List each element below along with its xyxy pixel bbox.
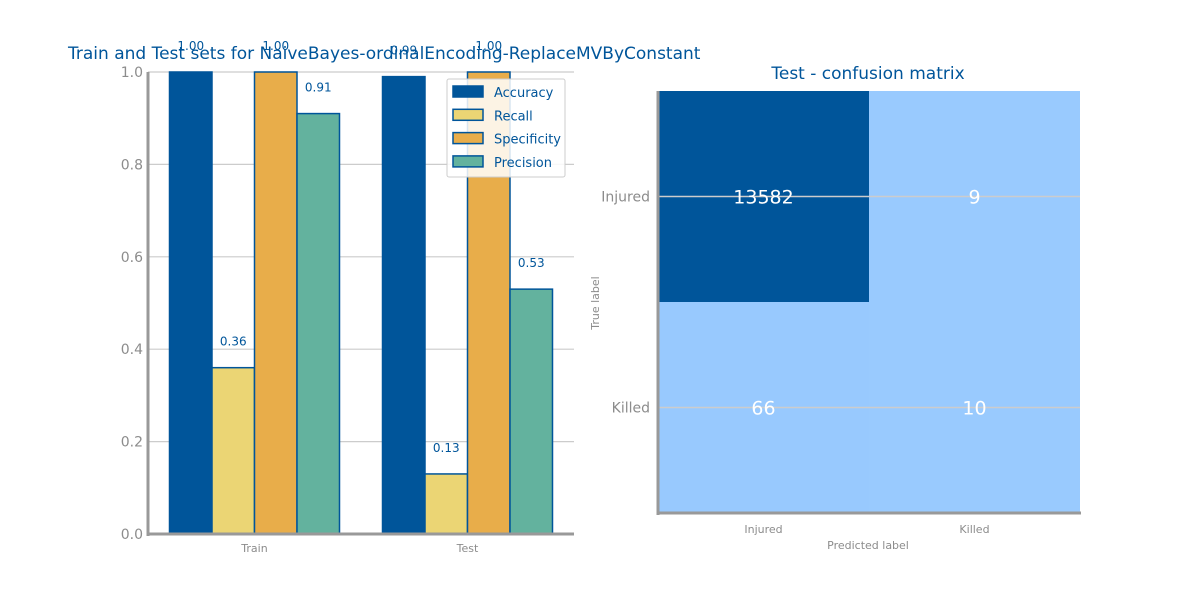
- cm-axes: [656, 91, 1081, 515]
- bar-y-tick-label: 0.6: [121, 250, 143, 266]
- bar-precision-train: [296, 112, 341, 535]
- bar-y-tick-label: 0.8: [121, 157, 143, 173]
- cm-values: 13582 9 66 10: [733, 187, 986, 420]
- bar-value-label: 1.00: [475, 39, 502, 53]
- legend-frame: [446, 78, 566, 178]
- cm-x-tick-label: Injured: [744, 523, 782, 536]
- bar-specificity-train: [253, 71, 298, 535]
- cm-cells: [658, 91, 1080, 513]
- cm-ticks: Injured Killed Injured Killed: [601, 190, 989, 537]
- cm-value: 10: [962, 398, 986, 420]
- cm-grid: [658, 195, 1080, 409]
- bar-chart: 0.00.20.40.60.81.0 Train Test 1.000.361.0…: [67, 39, 701, 555]
- confusion-matrix: 13582 9 66 10 Injured Killed Injured Killed Te…: [589, 64, 1081, 552]
- cm-y-axis-label: True label: [589, 276, 602, 330]
- bar-value-label: 1.00: [262, 39, 289, 53]
- bar-value-label: 1.00: [177, 39, 204, 53]
- legend-label-accuracy: Accuracy: [494, 86, 554, 101]
- bar-accuracy-train: [168, 71, 213, 535]
- legend-label-specificity: Specificity: [494, 133, 561, 148]
- legend-swatch-precision: [452, 155, 484, 168]
- bar-series: [168, 71, 554, 535]
- bar-precision-test: [509, 288, 554, 535]
- cm-value: 66: [751, 398, 775, 420]
- cm-value: 13582: [733, 187, 793, 209]
- bar-recall-test: [424, 473, 469, 535]
- cm-x-tick-label: Killed: [959, 523, 989, 536]
- bar-value-labels: 1.00 0.36 1.00 0.91 0.99 0.13 1.00 0.53: [177, 39, 544, 455]
- bar-y-ticks: 0.0 0.2 0.4 0.6 0.8 1.0: [121, 65, 143, 543]
- bar-x-tick-label: Train: [240, 542, 267, 555]
- bar-x-ticks: Train Test: [240, 542, 479, 555]
- bar-value-label: 0.99: [390, 44, 417, 58]
- cm-title: Test - confusion matrix: [770, 64, 964, 84]
- bar-chart-title: Train and Test sets for NaiveBayes-ordin…: [67, 44, 701, 64]
- cm-y-tick-label: Injured: [601, 190, 650, 206]
- legend-label-precision: Precision: [494, 156, 552, 171]
- bar-accuracy-test: [381, 75, 426, 535]
- cm-y-tick-label: Killed: [612, 401, 650, 417]
- legend-swatch-specificity: [452, 131, 484, 145]
- bar-value-label: 0.13: [433, 441, 460, 455]
- bar-axes: [146, 72, 574, 536]
- bar-value-label: 0.36: [220, 335, 247, 349]
- cm-x-axis-label: Predicted label: [827, 539, 909, 552]
- cm-value: 9: [968, 187, 980, 209]
- legend-label-recall: Recall: [494, 109, 533, 124]
- legend-swatch-accuracy: [452, 85, 484, 98]
- bar-y-tick-label: 0.2: [121, 435, 143, 451]
- bar-y-tick-label: 0.0: [121, 527, 143, 543]
- bar-legend: Accuracy Recall Specificity Precision: [446, 78, 566, 178]
- bar-recall-train: [211, 366, 256, 535]
- bar-x-tick-label: Test: [456, 542, 479, 555]
- bar-value-label: 0.53: [518, 256, 545, 270]
- bar-y-tick-label: 1.0: [121, 65, 143, 81]
- bar-value-label: 0.91: [305, 81, 332, 95]
- legend-swatch-recall: [452, 108, 484, 122]
- bar-y-tick-label: 0.4: [121, 342, 143, 358]
